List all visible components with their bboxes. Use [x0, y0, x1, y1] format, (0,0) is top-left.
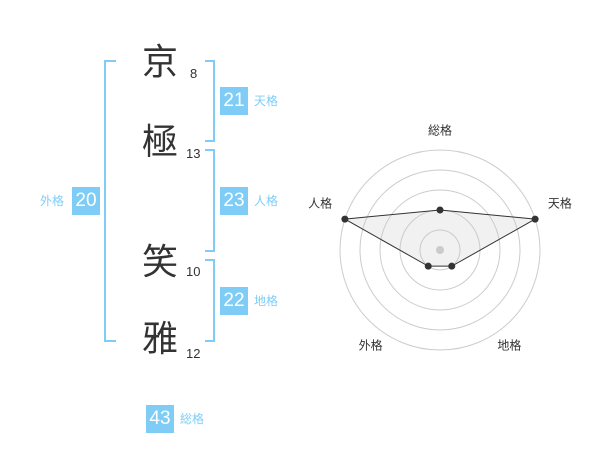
chikaku-label: 地格 [254, 294, 279, 308]
radar-ring [419, 229, 461, 271]
radar-point [341, 215, 349, 223]
radar-ring [379, 189, 501, 311]
radar-point [436, 206, 444, 214]
chikaku-value: 22 [220, 287, 248, 315]
chikaku-bracket [205, 259, 215, 342]
stroke-count-4: 12 [186, 346, 201, 361]
radar-point [424, 262, 432, 270]
radar-axis-label: 総格 [427, 123, 453, 138]
radar-center-dot [436, 246, 444, 254]
stroke-count-2: 13 [186, 146, 201, 161]
gaikaku-bracket [104, 60, 116, 342]
tenkaku-value: 21 [220, 87, 248, 115]
tenkaku-bracket [205, 60, 215, 142]
radar-point [531, 215, 539, 223]
stroke-count-1: 8 [190, 66, 198, 81]
radar-ring [339, 149, 541, 351]
radar-axis-label: 地格 [497, 338, 522, 353]
jinkaku-bracket [205, 149, 215, 252]
radar-area [343, 209, 537, 267]
radar-axis-label: 外格 [358, 338, 383, 353]
tenkaku-label: 天格 [254, 94, 279, 108]
soukaku-label: 総格 [180, 412, 205, 426]
radar-ring [359, 169, 521, 331]
name-char-4: 雅 [141, 319, 178, 360]
radar-point [448, 262, 456, 270]
radar-axis-label: 天格 [547, 196, 572, 211]
name-char-3: 笑 [141, 242, 178, 283]
name-char-1: 京 [141, 42, 178, 83]
jinkaku-label: 人格 [254, 194, 279, 208]
soukaku-value: 43 [146, 405, 174, 433]
stroke-count-3: 10 [186, 264, 201, 279]
jinkaku-value: 23 [220, 187, 248, 215]
radar-axis-label: 人格 [308, 196, 333, 211]
gaikaku-value: 20 [72, 187, 100, 215]
gaikaku-label: 外格 [40, 194, 65, 208]
name-char-2: 極 [141, 122, 178, 163]
